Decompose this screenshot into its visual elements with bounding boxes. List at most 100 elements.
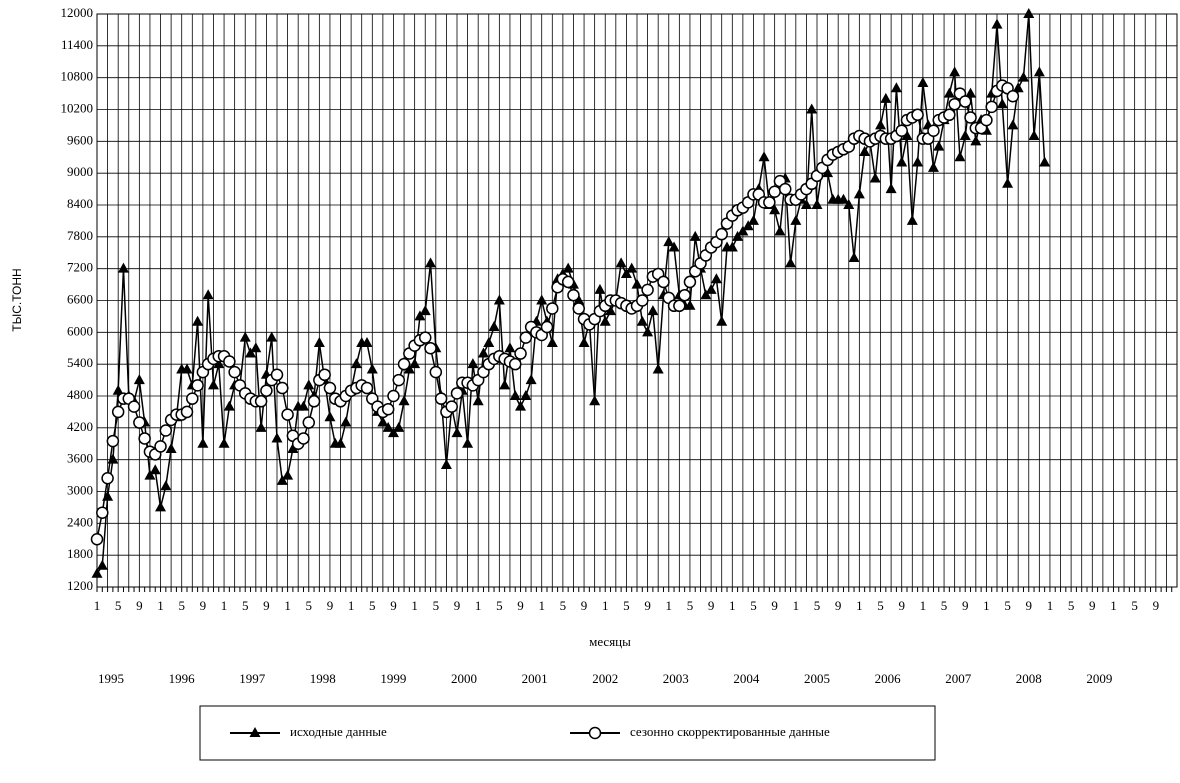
x-tick-label: 9 [644,598,651,613]
triangle-marker [1023,8,1035,18]
circle-marker [106,434,120,448]
triangle-marker [790,214,802,225]
x-tick-label: 1 [602,598,609,613]
x-tick-label: 5 [750,598,757,613]
circle-marker [588,726,602,740]
triangle-marker [91,567,103,578]
triangle-marker [149,464,161,475]
triangle-marker [959,130,971,141]
circle-marker [964,111,977,124]
circle-marker [307,395,321,408]
year-label: 2001 [522,671,548,686]
triangle-marker [387,427,399,438]
x-tick-label: 1 [666,598,673,613]
triangle-marker [102,490,114,501]
triangle-marker [398,395,410,406]
triangle-marker [663,236,675,247]
triangle-marker [107,453,119,464]
circle-marker [567,288,580,302]
triangle-marker [181,363,193,374]
year-label: 2005 [804,671,830,686]
x-tick-label: 9 [327,598,334,613]
y-tick-label: 1800 [67,546,93,561]
triangle-marker [324,411,336,422]
triangle-marker [642,326,654,337]
triangle-marker [594,283,606,294]
circle-marker [270,368,284,382]
circle-marker [133,416,146,429]
triangle-marker [403,363,415,374]
circle-marker [154,440,167,453]
triangle-marker [350,358,362,369]
x-tick-label: 1 [920,598,927,613]
triangle-marker [340,416,352,427]
circle-marker [323,381,337,395]
triangle-marker [520,390,532,400]
circle-marker [715,227,728,241]
triangle-marker [493,294,505,305]
circle-marker [927,124,940,137]
triangle-marker [207,379,219,390]
triangle-marker [250,342,262,353]
y-tick-label: 4800 [67,387,93,402]
triangle-marker [710,273,722,284]
triangle-marker [297,400,309,411]
x-tick-label: 9 [454,598,461,613]
triangle-marker [245,347,257,358]
triangle-marker [303,379,315,390]
triangle-marker [880,92,892,103]
triangle-marker [965,87,977,98]
circle-marker [159,424,173,437]
x-tick-label: 5 [433,598,440,613]
triangle-marker [525,374,537,385]
x-tick-label: 1 [856,598,863,613]
triangle-marker [901,130,913,141]
triangle-marker [615,257,627,268]
circle-marker [636,294,649,307]
triangle-marker [414,310,426,321]
x-tick-label: 9 [1153,598,1160,613]
triangle-marker [266,331,278,342]
x-tick-label: 9 [1026,598,1033,613]
circle-marker [673,299,686,313]
triangle-marker [223,400,235,411]
circle-marker [96,506,109,519]
y-tick-label: 7200 [67,260,93,275]
triangle-marker [769,204,781,215]
triangle-marker [282,469,294,480]
x-tick-label: 5 [623,598,630,613]
circle-marker [948,97,961,111]
triangle-marker [499,379,511,390]
triangle-marker [1007,119,1019,130]
triangle-marker [912,156,924,167]
x-tick-label: 1 [157,598,164,613]
triangle-marker [509,390,521,400]
year-label: 1998 [310,671,336,686]
triangle-marker [218,437,230,448]
circle-marker [641,283,654,297]
triangle-marker [578,336,590,347]
triangle-marker [626,262,638,273]
triangle-marker [440,458,452,469]
triangle-marker [488,321,500,332]
circle-marker [429,365,443,379]
triangle-marker [927,161,939,172]
triangle-marker [689,230,701,241]
year-label: 1999 [380,671,406,686]
triangle-marker [562,262,574,273]
legend-label: исходные данные [290,724,387,739]
y-tick-label: 6600 [67,291,93,306]
triangle-marker [668,241,680,252]
circle-marker [392,373,406,387]
triangle-marker [647,305,659,316]
triangle-marker [996,98,1008,109]
circle-marker [302,416,316,429]
circle-marker [895,124,908,137]
circle-marker [281,408,294,421]
y-tick-label: 10800 [61,69,94,84]
triangle-marker [700,289,712,300]
x-tick-label: 9 [390,598,397,613]
circle-marker [180,405,194,419]
circle-marker [450,387,464,400]
triangle-marker [249,727,261,737]
